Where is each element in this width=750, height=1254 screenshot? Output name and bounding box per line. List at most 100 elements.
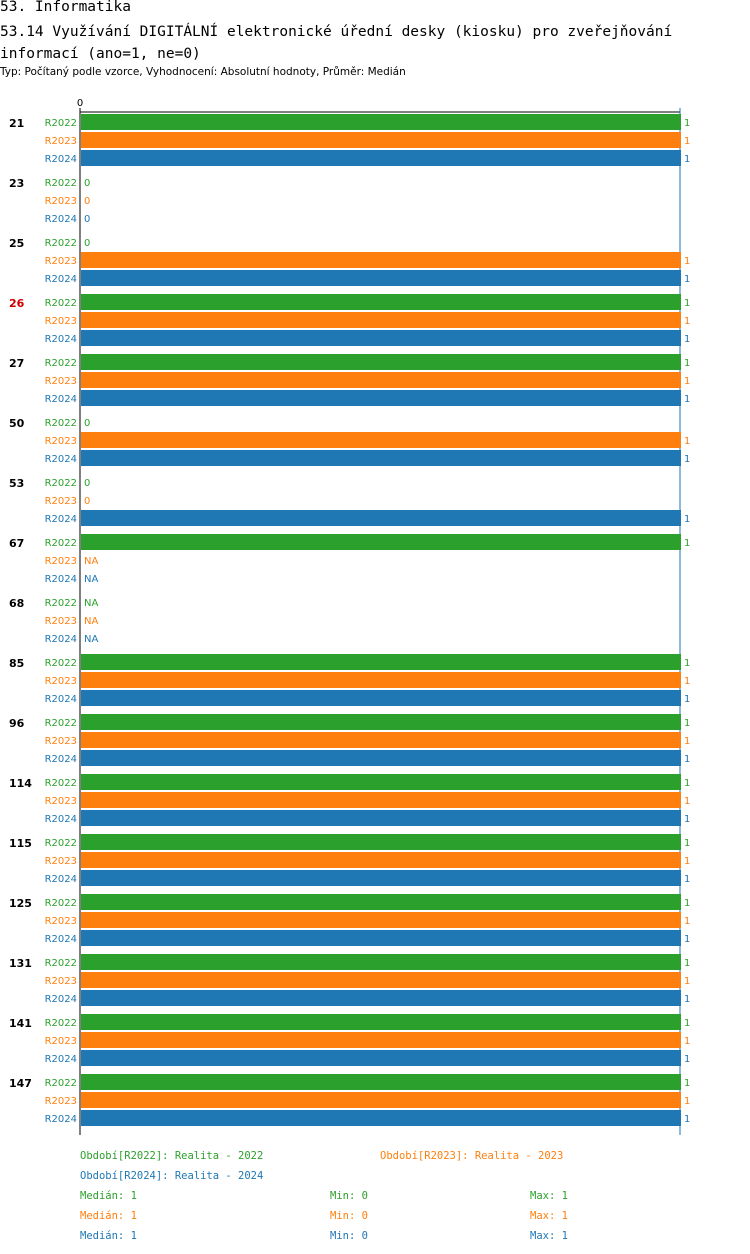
bar [81,294,681,310]
data-label: 1 [684,436,690,447]
data-label: 1 [684,676,690,687]
stat-median: Medián: 1 [80,1210,137,1222]
bar [81,672,681,688]
series-row-label: R2024 [45,574,77,585]
data-label: 1 [684,1114,690,1125]
bar [81,972,681,988]
bar [81,132,681,148]
data-label: 0 [84,418,90,429]
bar [81,852,681,868]
series-row-label: R2022 [45,838,77,849]
stat-min: Min: 0 [330,1210,368,1222]
series-row-label: R2022 [45,718,77,729]
data-label: 1 [684,538,690,549]
series-row-label: R2023 [45,856,77,867]
series-row-label: R2022 [45,178,77,189]
series-row-label: R2024 [45,274,77,285]
data-label: 1 [684,154,690,165]
bar [81,894,681,910]
data-label-na: NA [84,616,98,627]
bar [81,534,681,550]
series-row-label: R2022 [45,898,77,909]
bar [81,750,681,766]
series-row-label: R2024 [45,514,77,525]
bar [81,270,681,286]
series-row-label: R2024 [45,934,77,945]
bar [81,870,681,886]
series-row-label: R2024 [45,694,77,705]
data-label: 1 [684,1078,690,1089]
legend-entry: Období[R2024]: Realita - 2024 [80,1170,264,1182]
stat-min: Min: 0 [330,1230,368,1242]
data-label: 0 [84,214,90,225]
series-row-label: R2023 [45,796,77,807]
category-label: 67 [9,537,24,550]
category-label: 85 [9,657,24,670]
category-label: 115 [9,837,32,850]
series-row-label: R2022 [45,238,77,249]
bar [81,990,681,1006]
data-label: 1 [684,316,690,327]
series-row-label: R2024 [45,454,77,465]
bar [81,330,681,346]
stat-max: Max: 1 [530,1190,568,1202]
stat-min: Min: 0 [330,1190,368,1202]
category-label: 53 [9,477,24,490]
series-row-label: R2023 [45,496,77,507]
series-row-label: R2022 [45,1078,77,1089]
category-label: 21 [9,117,24,130]
data-label: 1 [684,796,690,807]
data-label: 1 [684,754,690,765]
category-label: 25 [9,237,24,250]
bar [81,834,681,850]
series-row-label: R2024 [45,754,77,765]
series-row-label: R2022 [45,538,77,549]
series-row-label: R2023 [45,976,77,987]
bar [81,732,681,748]
bar [81,930,681,946]
data-label: 0 [84,196,90,207]
series-row-label: R2024 [45,214,77,225]
data-label: 1 [684,334,690,345]
series-row-label: R2022 [45,358,77,369]
data-label: 1 [684,376,690,387]
bar [81,654,681,670]
series-row-label: R2022 [45,598,77,609]
bar [81,1110,681,1126]
bar [81,1050,681,1066]
bar [81,312,681,328]
series-row-label: R2024 [45,874,77,885]
series-row-label: R2023 [45,256,77,267]
bar [81,510,681,526]
bar [81,810,681,826]
data-label-na: NA [84,574,98,585]
series-row-label: R2024 [45,634,77,645]
series-row-label: R2023 [45,136,77,147]
data-label: 1 [684,976,690,987]
category-label: 23 [9,177,24,190]
category-label: 125 [9,897,32,910]
data-label: 1 [684,856,690,867]
data-label: 1 [684,1096,690,1107]
data-label: 1 [684,136,690,147]
data-label: 1 [684,736,690,747]
bar [81,432,681,448]
bar [81,1014,681,1030]
data-label: 1 [684,1018,690,1029]
category-label: 114 [9,777,32,790]
data-label-na: NA [84,634,98,645]
data-label: 1 [684,778,690,789]
bar [81,252,681,268]
series-row-label: R2023 [45,436,77,447]
bar [81,912,681,928]
series-row-label: R2024 [45,994,77,1005]
category-label: 141 [9,1017,32,1030]
bar [81,450,681,466]
data-label: 1 [684,658,690,669]
series-row-label: R2022 [45,1018,77,1029]
data-label: 1 [684,916,690,927]
data-label: 0 [84,238,90,249]
category-label: 131 [9,957,32,970]
series-row-label: R2022 [45,958,77,969]
bar [81,792,681,808]
